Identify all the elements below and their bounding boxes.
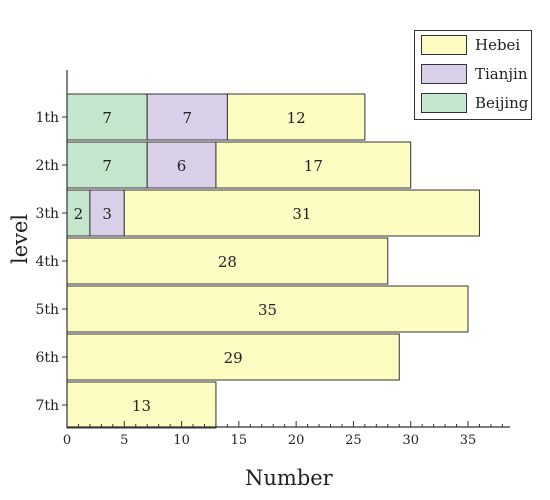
legend-label-tianjin: Tianjin — [475, 65, 528, 83]
bar-hebei-3th — [123, 189, 480, 237]
bar-tianjin-2th — [146, 141, 217, 189]
x-tick-label-0: 0 — [63, 433, 71, 448]
bar-tianjin-1th — [146, 93, 228, 141]
x-tick-label-20: 20 — [288, 433, 305, 448]
bar-label-hebei-5th: 35 — [258, 301, 277, 319]
bar-label-tianjin-2th: 6 — [177, 157, 187, 175]
legend-item-beijing: Beijing — [421, 92, 528, 114]
x-tick-label-35: 35 — [460, 433, 477, 448]
bar-label-hebei-6th: 29 — [224, 349, 243, 367]
bar-hebei-7th — [66, 381, 217, 429]
y-tick-label-3th: 3th — [35, 206, 59, 222]
legend-swatch-beijing — [421, 93, 467, 113]
bar-label-hebei-1th: 12 — [287, 109, 306, 127]
x-tick-label-30: 30 — [402, 433, 419, 448]
bar-label-hebei-4th: 28 — [218, 253, 237, 271]
bar-labels-group: 7 7 12 7 6 17 2 3 31 28 35 29 13 — [74, 109, 323, 415]
bar-label-beijing-1th: 7 — [102, 109, 112, 127]
bar-label-hebei-2th: 17 — [304, 157, 323, 175]
bars-group — [66, 93, 480, 429]
x-axis-title: Number — [245, 466, 333, 490]
legend-swatch-tianjin — [421, 64, 467, 84]
bar-label-beijing-2th: 7 — [102, 157, 112, 175]
bar-label-tianjin-1th: 7 — [183, 109, 193, 127]
bar-label-hebei-3th: 31 — [292, 205, 311, 223]
bar-label-beijing-3th: 2 — [74, 205, 84, 223]
legend-swatch-hebei — [421, 35, 467, 55]
bar-hebei-1th — [226, 93, 366, 141]
y-tick-label-7th: 7th — [35, 398, 59, 414]
bar-beijing-1th — [66, 93, 148, 141]
y-tick-label-5th: 5th — [35, 302, 59, 318]
bar-hebei-5th — [66, 285, 469, 333]
legend-item-tianjin: Tianjin — [421, 63, 528, 85]
y-tick-label-6th: 6th — [35, 350, 59, 366]
x-tick-label-25: 25 — [345, 433, 362, 448]
bar-label-hebei-7th: 13 — [132, 397, 151, 415]
legend-item-hebei: Hebei — [421, 34, 520, 56]
legend-label-beijing: Beijing — [475, 94, 529, 112]
y-axis-title: level — [8, 213, 32, 264]
bar-hebei-2th — [215, 141, 412, 189]
x-tick-label-5: 5 — [120, 433, 128, 448]
y-tick-label-2th: 2th — [35, 158, 59, 174]
legend: Hebei Tianjin Beijing — [414, 30, 532, 120]
bar-label-tianjin-3th: 3 — [102, 205, 112, 223]
x-tick-label-10: 10 — [173, 433, 190, 448]
legend-label-hebei: Hebei — [475, 36, 521, 54]
x-tick-label-15: 15 — [231, 433, 248, 448]
y-tick-label-4th: 4th — [35, 254, 59, 270]
axes-group: 1th 2th 3th 4th 5th 6th 7th 0 5 10 15 20 25 30 35 — [35, 70, 510, 448]
bar-hebei-6th — [66, 333, 400, 381]
y-tick-label-1th: 1th — [35, 110, 59, 126]
